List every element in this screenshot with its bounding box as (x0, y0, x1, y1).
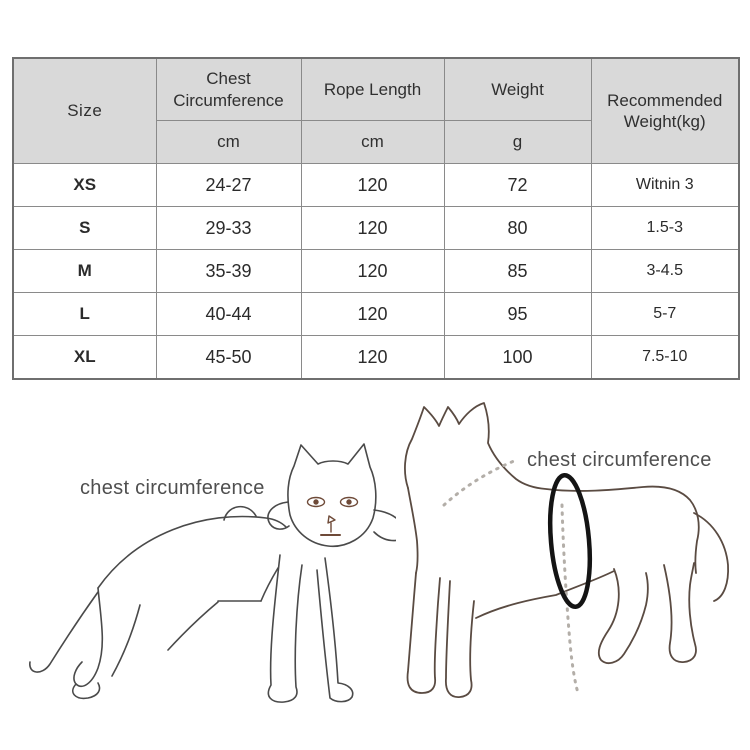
cat-eye-right (339, 496, 359, 508)
cell-recommended: 7.5-10 (590, 335, 740, 380)
cell-recommended: Witnin 3 (590, 163, 740, 207)
cat-chest-line (260, 567, 279, 602)
cat-inner-thigh (111, 604, 141, 677)
dog-chest-line (407, 487, 419, 574)
dog-rear-leg-far (663, 562, 697, 663)
col-header-size: Size (12, 57, 157, 164)
dog-tail (693, 512, 729, 602)
cell-size: XL (12, 335, 157, 380)
size-table: Size Chest Circumference Rope Length Wei… (12, 57, 740, 380)
cell-rope: 120 (300, 292, 445, 336)
cell-size: S (12, 206, 157, 250)
unit-weight-g: g (443, 120, 592, 164)
table-row-s: S 29-33 120 80 1.5-3 (12, 206, 740, 250)
cell-chest: 35-39 (155, 249, 302, 293)
cell-size: M (12, 249, 157, 293)
cat-shoulder-bump (223, 505, 257, 521)
cell-size: XS (12, 163, 157, 207)
dog-belly-line (475, 570, 615, 619)
dog-dotted-chest-tape (560, 503, 580, 695)
cell-recommended: 1.5-3 (590, 206, 740, 250)
cell-chest: 29-33 (155, 206, 302, 250)
cell-weight: 85 (443, 249, 592, 293)
dog-rear-leg-near (597, 568, 649, 665)
cell-recommended: 3-4.5 (590, 249, 740, 293)
dog-chest-circumference-label: chest circumference (527, 449, 712, 471)
table-row-m: M 35-39 120 85 3-4.5 (12, 249, 740, 293)
unit-rope-cm: cm (300, 120, 445, 164)
cat-belly-line (167, 601, 219, 651)
cell-weight: 72 (443, 163, 592, 207)
cat-tail (29, 591, 99, 673)
col-header-recommended-weight: Recommended Weight(kg) (590, 57, 740, 164)
cat-back-line (97, 515, 287, 589)
dog-front-leg-near (406, 572, 441, 694)
cell-chest: 40-44 (155, 292, 302, 336)
cell-chest: 24-27 (155, 163, 302, 207)
cell-weight: 100 (443, 335, 592, 380)
cat-nose (327, 515, 336, 524)
cell-rope: 120 (300, 249, 445, 293)
table-row-l: L 40-44 120 95 5-7 (12, 292, 740, 336)
cat-hind-leg (73, 587, 104, 688)
dog-line-drawing-illustration (404, 402, 729, 698)
col-header-chest-circumference: Chest Circumference (155, 57, 302, 121)
cat-chest-circumference-label: chest circumference (80, 477, 265, 499)
table-row-xs: XS 24-27 120 72 Witnin 3 (12, 163, 740, 207)
cell-weight: 80 (443, 206, 592, 250)
col-header-rope-length: Rope Length (300, 57, 445, 121)
cat-head-outline (287, 443, 377, 547)
cell-rope: 120 (300, 335, 445, 380)
cell-recommended: 5-7 (590, 292, 740, 336)
col-header-weight: Weight (443, 57, 592, 121)
dog-measure-band (547, 472, 593, 610)
cat-ruff-left (267, 501, 290, 530)
cat-front-leg-far (316, 557, 354, 703)
cell-chest: 45-50 (155, 335, 302, 380)
cell-rope: 120 (300, 163, 445, 207)
cat-hind-paw (72, 682, 101, 700)
dog-head-back-outline (404, 402, 700, 574)
unit-chest-cm: cm (155, 120, 302, 164)
dog-front-leg-far (445, 580, 475, 698)
cat-pupil-left (313, 499, 319, 505)
cat-ruff-right (373, 509, 396, 542)
cell-size: L (12, 292, 157, 336)
table-row-xl: XL 45-50 120 100 7.5-10 (12, 335, 740, 380)
cat-front-leg-near (267, 554, 303, 703)
cell-weight: 95 (443, 292, 592, 336)
dog-dotted-collar (442, 459, 516, 507)
cat-line-drawing-illustration (29, 443, 396, 703)
cat-eye-left (306, 496, 326, 508)
cat-pupil-right (346, 499, 352, 505)
cell-rope: 120 (300, 206, 445, 250)
